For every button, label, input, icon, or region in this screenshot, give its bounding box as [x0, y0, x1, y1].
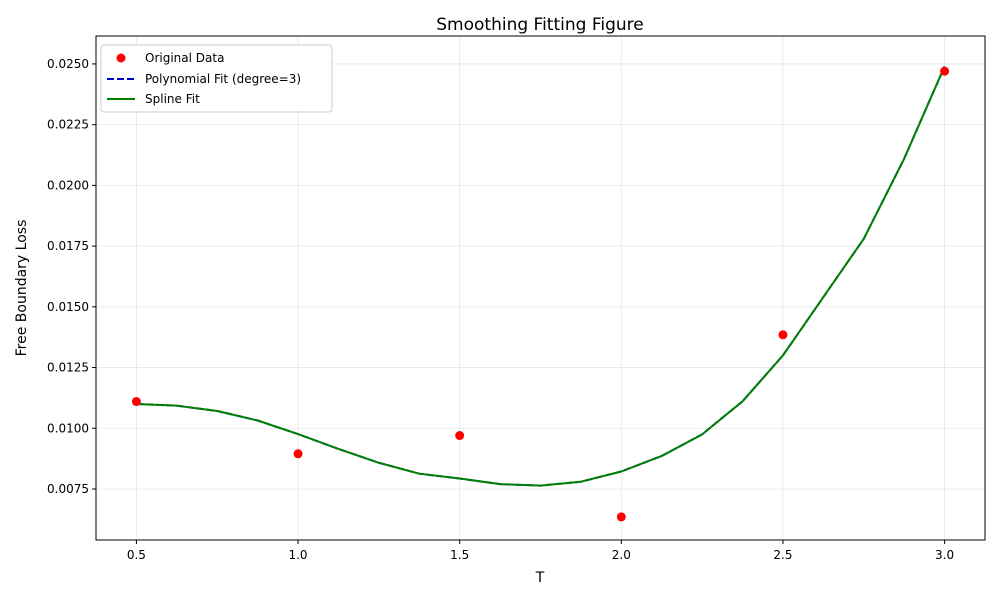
y-tick-label: 0.0150 [47, 300, 89, 314]
y-tick-label: 0.0100 [47, 421, 89, 435]
plot-area-frame [95, 35, 986, 541]
y-tick-label: 0.0075 [47, 482, 89, 496]
legend-box [100, 44, 333, 113]
y-axis-label: Free Boundary Loss [14, 220, 30, 357]
y-tick-label: 0.0225 [47, 118, 89, 132]
legend-marker-original-data [116, 53, 126, 63]
x-axis-label: T [535, 570, 545, 586]
x-tick-label: 1.5 [450, 548, 469, 562]
legend-label-polynomial-fit: Polynomial Fit (degree=3) [145, 72, 301, 86]
y-axis: 0.0075 0.0100 0.0125 0.0150 0.0175 0.0200 0.02… [47, 57, 96, 496]
chart-title: Smoothing Fitting Figure [436, 15, 643, 35]
legend-label-spline-fit: Spline Fit [145, 92, 200, 106]
y-tick-label: 0.0250 [47, 57, 89, 71]
x-tick-label: 2.0 [612, 548, 631, 562]
x-tick-label: 2.5 [773, 548, 792, 562]
data-point [778, 330, 788, 340]
y-tick-label: 0.0175 [47, 239, 89, 253]
data-point [293, 449, 303, 459]
x-tick-label: 0.5 [127, 548, 146, 562]
x-axis: 0.5 1.0 1.5 2.0 2.5 3.0 [127, 540, 954, 562]
grid [96, 36, 985, 540]
data-point [616, 512, 626, 522]
x-tick-label: 1.0 [288, 548, 307, 562]
data-points [131, 66, 950, 522]
data-point [455, 431, 465, 441]
series-line-spline-fit [136, 65, 946, 487]
data-point [131, 397, 141, 407]
legend-label-original-data: Original Data [145, 51, 224, 65]
y-tick-label: 0.0200 [47, 178, 89, 192]
data-point [940, 66, 950, 76]
legend: Original Data Polynomial Fit (degree=3) … [100, 44, 333, 113]
fit-lines [136, 65, 946, 487]
y-tick-label: 0.0125 [47, 361, 89, 375]
x-tick-label: 3.0 [935, 548, 954, 562]
